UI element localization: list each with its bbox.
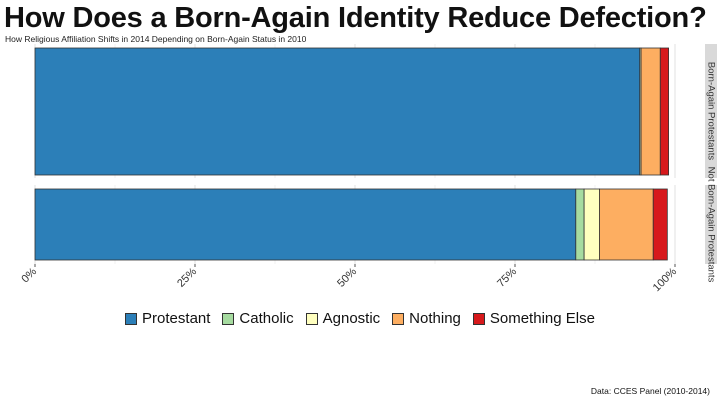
- data-source-caption: Data: CCES Panel (2010-2014): [590, 386, 710, 396]
- facet-label: Not Born-Again Protestants: [706, 167, 717, 283]
- legend-label: Protestant: [142, 310, 211, 327]
- chart-title: How Does a Born-Again Identity Reduce De…: [4, 2, 707, 34]
- legend-label: Something Else: [489, 310, 595, 327]
- facet-strip: [705, 185, 717, 264]
- legend-label: Catholic: [239, 310, 294, 327]
- legend-swatch: [305, 312, 318, 325]
- bar-segment: [640, 47, 661, 176]
- legend-item: Agnostic: [305, 310, 381, 327]
- legend-label: Agnostic: [322, 310, 381, 327]
- bar-segment: [583, 188, 600, 261]
- bar-segment: [659, 47, 670, 176]
- chart-subtitle: How Religious Affiliation Shifts in 2014…: [5, 34, 307, 44]
- bar-segment: [599, 188, 654, 261]
- x-tick-label: 25%: [175, 266, 199, 290]
- bar-segment: [34, 47, 641, 176]
- x-tick-label: 0%: [19, 266, 39, 286]
- x-tick-label: 50%: [335, 266, 359, 290]
- legend-label: Nothing: [409, 310, 461, 327]
- x-tick-label: 100%: [651, 266, 680, 295]
- bar-segment: [575, 188, 585, 261]
- legend-swatch: [222, 312, 235, 325]
- legend: Protestant Catholic Agnostic Nothing Somethi…: [0, 310, 720, 327]
- legend-swatch: [392, 312, 405, 325]
- stacked-bar-chart: Born-Again Protestants Not Born-Again Pro…: [19, 44, 717, 295]
- x-tick-label: 75%: [495, 266, 519, 290]
- bar-segment: [652, 188, 668, 261]
- facet-strip: [705, 44, 717, 178]
- legend-item: Something Else: [472, 310, 595, 327]
- legend-swatch: [472, 312, 485, 325]
- bar-segment: [34, 188, 577, 261]
- facet-label: Born-Again Protestants: [706, 62, 717, 160]
- legend-swatch: [125, 312, 138, 325]
- legend-item: Protestant: [125, 310, 210, 327]
- legend-item: Catholic: [222, 310, 294, 327]
- legend-item: Nothing: [392, 310, 461, 327]
